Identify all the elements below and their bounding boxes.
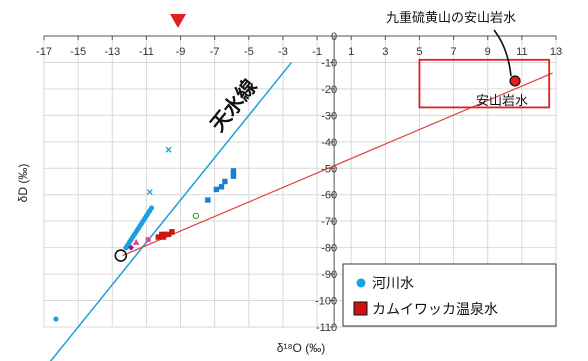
data-point [165,146,172,153]
x-tick-label: -3 [278,46,288,58]
reference-lines [49,61,553,361]
axes: -17-15-13-11-9-7-5-3-11357911130-10-20-3… [36,31,562,334]
top-arrow-marker [170,14,186,28]
data-point [509,75,521,87]
x-tick-label: 13 [550,46,562,58]
callout-leader [493,29,512,77]
data-points [53,75,521,322]
data-point [230,173,237,179]
y-tick-label: -110 [316,322,337,334]
legend-label-hotspring: カムイワッカ温泉水 [372,301,498,318]
data-point [128,244,135,251]
y-tick-label: -80 [321,243,337,255]
data-point [213,186,220,193]
data-point [155,234,162,240]
y-tick-label: -90 [321,269,337,281]
x-tick-label: 5 [416,46,422,58]
data-point [205,197,211,203]
legend-marker-river [356,278,366,288]
x-tick-label: 11 [516,46,527,58]
data-point [145,237,151,243]
andesite-box [418,58,551,109]
data-point [160,234,167,240]
meteoric-line-label: 天水線 [205,74,261,136]
y-tick-label: -70 [321,216,337,228]
data-point [169,229,175,235]
y-tick-label: -60 [321,190,337,202]
y-tick-label: -10 [321,57,337,69]
x-tick-label: -17 [36,46,52,58]
data-point [192,212,200,220]
data-point [114,249,128,262]
y-axis-label: δD (‰) [16,164,30,203]
x-tick-label: -1 [312,46,322,58]
data-point [218,184,225,190]
x-tick-label: 3 [382,46,388,58]
legend: 河川水 カムイワッカ温泉水 [342,263,557,327]
data-point [148,205,155,211]
x-tick-label: 7 [451,46,457,58]
callout-label: 九重硫黄山の安山岩水 [386,10,516,26]
x-tick-label: 9 [485,46,491,58]
data-point [222,178,228,185]
x-tick-label: -7 [210,46,220,58]
legend-marker-hotspring [353,301,368,316]
legend-label-river: 河川水 [372,276,414,292]
x-tick-label: -9 [176,46,186,58]
mixing-line [122,72,553,257]
x-tick-label: -13 [104,46,120,58]
data-point [53,316,59,322]
x-tick-label: 1 [348,46,354,58]
x-tick-label: -15 [70,46,86,58]
y-tick-label: -30 [321,110,337,122]
data-point [165,231,172,238]
data-point [132,238,140,245]
y-tick-label: -40 [321,137,337,149]
andesite-box-group [418,58,551,109]
data-point [146,189,153,196]
andesite-box-label: 安山岩水 [476,94,528,109]
x-tick-label: -11 [139,46,154,58]
legend-frame [342,263,557,327]
x-tick-label: -5 [244,46,254,58]
y-tick-label: -100 [315,296,337,308]
y-tick-label: -20 [321,84,337,96]
x-axis-label: δ¹⁸O (‰) [277,341,325,355]
meteoric-water-line [49,61,293,361]
